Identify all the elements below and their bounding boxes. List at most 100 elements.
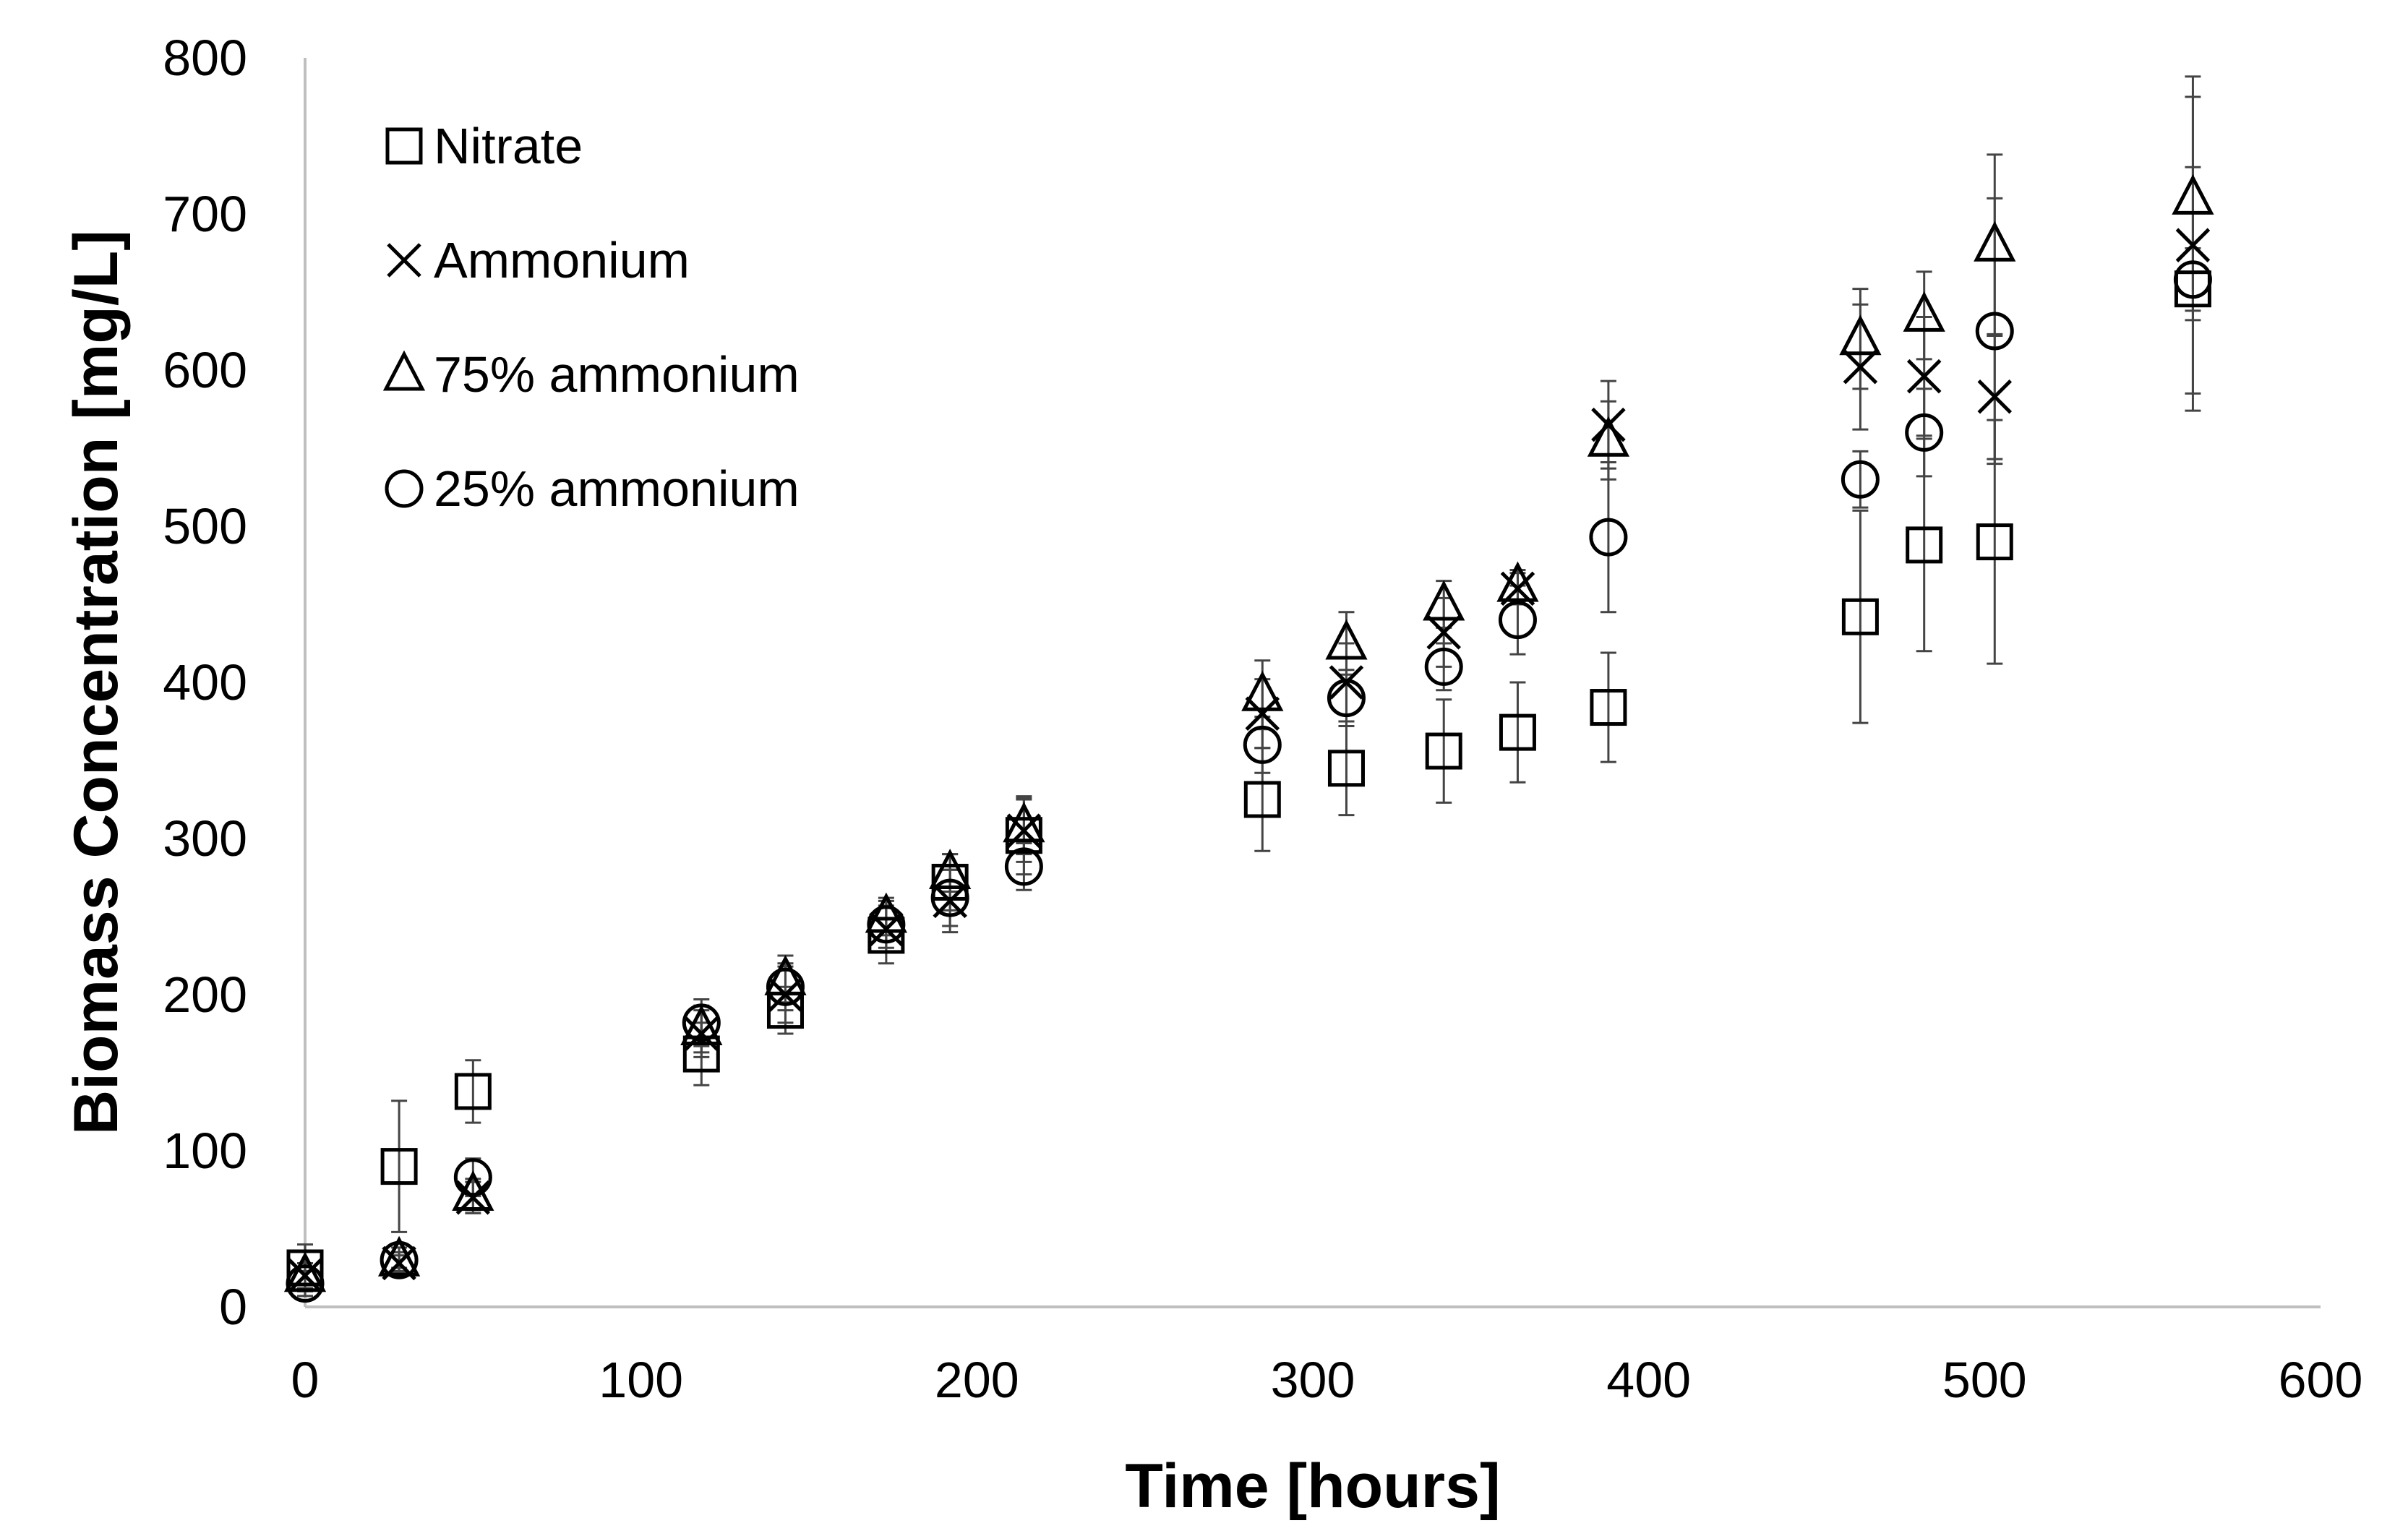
marker-25-ammonium — [453, 1158, 492, 1197]
marker-nitrate — [454, 1073, 492, 1110]
error-bar-75-ammonium — [1852, 288, 1869, 390]
marker-75-ammonium — [283, 1251, 327, 1292]
marker-25-ammonium — [1004, 847, 1043, 886]
x-tick-label: 200 — [935, 1352, 1019, 1408]
marker-nitrate — [1590, 689, 1627, 726]
x-tick-label: 400 — [1606, 1352, 1691, 1408]
x-tick-label: 600 — [2279, 1352, 2363, 1408]
error-bar-25-ammonium — [1852, 450, 1869, 509]
y-tick-label: 600 — [163, 342, 247, 398]
marker-nitrate — [867, 917, 905, 954]
legend-marker-25-ammonium — [385, 469, 424, 508]
marker-75-ammonium — [1587, 416, 1630, 457]
marker-25-ammonium — [1841, 460, 1880, 499]
marker-nitrate — [1976, 523, 2013, 561]
marker-nitrate — [380, 1148, 418, 1185]
marker-25-ammonium — [1424, 647, 1463, 686]
marker-nitrate — [286, 1249, 324, 1287]
legend-marker-75-ammonium — [382, 350, 426, 391]
y-tick-label: 0 — [219, 1279, 247, 1335]
marker-75-ammonium — [1423, 580, 1465, 621]
y-axis-title: Biomass Concentration [mg/L] — [61, 230, 131, 1135]
marker-25-ammonium — [766, 967, 805, 1006]
marker-75-ammonium — [680, 1005, 723, 1046]
marker-75-ammonium — [1839, 314, 1882, 356]
error-bar-nitrate — [1436, 698, 1452, 804]
axes: 0 100 200 300 400 500 600 700 800 0 100 200 300 400 5… — [163, 30, 2362, 1408]
marker-75-ammonium — [1325, 619, 1368, 660]
marker-75-ammonium — [2172, 173, 2214, 215]
error-bar-nitrate — [391, 1099, 408, 1233]
marker-25-ammonium — [867, 905, 906, 944]
error-bar-75-ammonium — [1916, 270, 1932, 361]
marker-ammonium — [1906, 359, 1942, 394]
y-tick-label: 700 — [163, 186, 247, 242]
error-bar-25-ammonium — [1916, 387, 1932, 478]
x-axis-title: Time [hours] — [1125, 1451, 1500, 1521]
legend-label-nitrate: Nitrate — [434, 118, 583, 174]
marker-25-ammonium — [930, 878, 969, 917]
legend-marker-nitrate — [385, 127, 423, 165]
y-tick-label: 200 — [163, 966, 247, 1023]
marker-75-ammonium — [1496, 561, 1539, 602]
x-tick-label: 0 — [291, 1352, 320, 1408]
marker-ammonium — [2175, 228, 2211, 262]
y-tick-label: 500 — [163, 498, 247, 554]
marker-25-ammonium — [286, 1264, 325, 1303]
marker-75-ammonium — [764, 954, 807, 995]
legend-label-25-ammonium: 25% ammonium — [434, 460, 800, 517]
marker-75-ammonium — [1003, 802, 1045, 843]
marker-25-ammonium — [1905, 413, 1944, 452]
marker-nitrate — [1425, 732, 1462, 770]
error-bar-25-ammonium — [1987, 197, 2003, 466]
legend-label-75-ammonium: 75% ammonium — [434, 346, 800, 403]
error-bar-25-ammonium — [1600, 460, 1616, 614]
marker-25-ammonium — [1589, 518, 1628, 557]
marker-ammonium — [1977, 379, 2013, 414]
y-tick-label: 800 — [163, 30, 247, 86]
error-bar-25-ammonium — [2185, 247, 2201, 312]
marker-nitrate — [682, 1035, 720, 1073]
marker-ammonium — [1245, 696, 1280, 731]
marker-25-ammonium — [1243, 725, 1282, 764]
marker-25-ammonium — [2173, 260, 2212, 299]
y-tick-label: 300 — [163, 810, 247, 867]
x-tick-labels: 0 100 200 300 400 500 600 — [291, 1352, 2363, 1408]
error-bar-nitrate — [465, 1059, 481, 1124]
legend-marker-ammonium — [387, 243, 421, 278]
error-bar-nitrate — [1600, 651, 1616, 763]
x-tick-label: 500 — [1942, 1352, 2027, 1408]
marker-ammonium — [1426, 615, 1461, 650]
marker-75-ammonium — [865, 892, 907, 933]
error-bar-nitrate — [1852, 509, 1869, 724]
marker-75-ammonium — [1903, 291, 1945, 332]
y-tick-label: 100 — [163, 1123, 247, 1179]
marker-75-ammonium — [377, 1235, 421, 1277]
x-tick-label: 300 — [1271, 1352, 1355, 1408]
marker-25-ammonium — [1498, 601, 1537, 640]
marker-75-ammonium — [1241, 670, 1284, 711]
legend: Nitrate Ammonium 75% ammonium 25% ammonium — [382, 118, 800, 517]
marker-75-ammonium — [929, 849, 972, 890]
legend-label-ammonium: Ammonium — [434, 232, 690, 288]
error-bar-nitrate — [1509, 681, 1526, 784]
marker-nitrate — [1499, 713, 1536, 751]
marker-25-ammonium — [380, 1240, 419, 1279]
marker-nitrate — [1906, 526, 1943, 564]
marker-25-ammonium — [1975, 312, 2014, 351]
marker-ammonium — [1591, 407, 1626, 442]
marker-nitrate — [1327, 750, 1365, 787]
error-bar-nitrate — [1338, 720, 1355, 817]
marker-nitrate — [1243, 781, 1281, 818]
marker-75-ammonium — [1974, 220, 2016, 262]
error-bar-25-ammonium — [1254, 716, 1271, 774]
marker-ammonium — [1843, 349, 1878, 385]
y-tick-label: 400 — [163, 654, 247, 711]
marker-ammonium — [288, 1258, 322, 1293]
y-tick-labels: 0 100 200 300 400 500 600 700 800 — [163, 30, 247, 1335]
marker-nitrate — [1841, 598, 1879, 635]
marker-25-ammonium — [1327, 679, 1366, 718]
data-markers — [283, 173, 2214, 1303]
marker-25-ammonium — [682, 1003, 721, 1042]
